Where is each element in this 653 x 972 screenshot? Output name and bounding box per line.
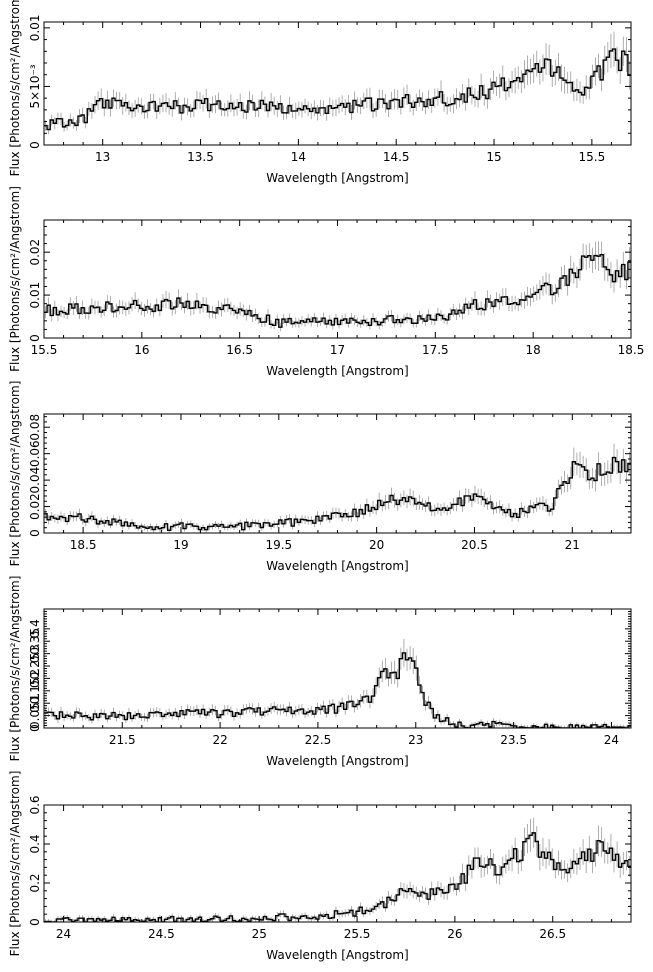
x-tick-label: 24: [56, 927, 71, 941]
spectrum-panel-5: 24 24.5 25 25.5 26 26.5 0 0.2 0.4 0.6 Wavelength […: [8, 771, 632, 962]
x-tick-label: 15.5: [579, 150, 606, 164]
y-tick-label: 0: [28, 334, 42, 342]
spectrum-data: [44, 638, 631, 728]
x-tick-label: 26: [447, 927, 462, 941]
x-tick-label: 20: [369, 538, 384, 552]
y-tick-label: 0.4: [28, 834, 42, 853]
x-tick-label: 17.5: [422, 343, 449, 357]
spectrum-panel-3: 18.5 19 19.5 20 20.5 21 0 0.020.040.060.08 Wavel…: [8, 381, 632, 573]
x-tick-label: 25: [252, 927, 267, 941]
y-tick-label: 0.1: [28, 694, 42, 713]
x-tick-label: 21.5: [109, 733, 136, 747]
x-axis-label: Wavelength [Angstrom]: [266, 754, 408, 768]
x-tick-label: 25.5: [344, 927, 371, 941]
x-axis-label: Wavelength [Angstrom]: [266, 171, 408, 185]
y-tick-label: 0: [28, 529, 42, 537]
y-tick-label: 5×10⁻³: [28, 64, 42, 108]
spectrum-data: [44, 241, 631, 332]
x-tick-label: 24.5: [148, 927, 175, 941]
x-tick-label: 19: [173, 538, 188, 552]
spectrum-line: [44, 456, 631, 531]
x-tick-label: 18.5: [70, 538, 97, 552]
x-tick-label: 20.5: [461, 538, 488, 552]
y-tick-label: 0.2: [28, 873, 42, 892]
y-tick-label: 0.6: [28, 795, 42, 814]
y-axis-label: Flux [Photons/s/cm²/Angstrom]: [8, 576, 22, 762]
x-tick-label: 13: [95, 150, 110, 164]
y-tick-label: 0.04: [28, 467, 42, 494]
y-axis-label: Flux [Photons/s/cm²/Angstrom]: [8, 186, 22, 372]
y-tick-label: 0.05: [28, 702, 42, 729]
y-tick-label: 0.4: [28, 619, 42, 638]
spectrum-data: [44, 817, 631, 922]
spectrum-panel-2: 15.5 16 16.5 17 17.5 18 18.5 0 0.01 0.02 Wavelengt…: [8, 186, 644, 378]
x-tick-label: 19.5: [265, 538, 292, 552]
x-axis-label: Wavelength [Angstrom]: [266, 364, 408, 378]
y-axis-label: Flux [Photons/s/cm²/Angstrom]: [8, 381, 22, 567]
x-tick-label: 18.5: [618, 343, 645, 357]
x-tick-label: 15: [486, 150, 501, 164]
x-tick-label: 23.5: [500, 733, 527, 747]
x-tick-label: 15.5: [31, 343, 58, 357]
x-tick-label: 16: [134, 343, 149, 357]
spectrum-line: [44, 652, 631, 728]
y-tick-label: 0.02: [28, 239, 42, 266]
y-axis-label: Flux [Photons/s/cm²/Angstrom]: [8, 0, 22, 176]
x-axis-label: Wavelength [Angstrom]: [266, 948, 408, 962]
y-tick-label: 0: [28, 141, 42, 149]
y-tick-label: 0: [28, 918, 42, 926]
x-tick-label: 14.5: [383, 150, 410, 164]
y-tick-label: 0.15: [28, 677, 42, 704]
spectrum-data: [44, 443, 631, 533]
x-tick-label: 26.5: [539, 927, 566, 941]
y-tick-label: 0.01: [28, 282, 42, 309]
spectrum-line: [44, 254, 631, 328]
x-tick-label: 21: [565, 538, 580, 552]
spectrum-panel-1: 13 13.5 14 14.5 15 15.5 0 5×10⁻³ 0.01 Wavelength …: [8, 0, 632, 185]
x-tick-label: 14: [291, 150, 306, 164]
y-tick-label: 0.08: [28, 414, 42, 441]
x-tick-label: 22.5: [305, 733, 332, 747]
x-tick-label: 22: [212, 733, 227, 747]
y-tick-label: 0.2: [28, 669, 42, 688]
x-tick-label: 23: [408, 733, 423, 747]
y-tick-label: 0.3: [28, 644, 42, 663]
spectrum-panel-4: 21.5 22 22.5 23 23.5 24 00.050.10.150.20.250.3…: [8, 576, 632, 768]
plot-frame: [43, 21, 632, 146]
x-tick-label: 17: [330, 343, 345, 357]
y-tick-label: 0.35: [28, 628, 42, 655]
y-tick-label: 0.25: [28, 653, 42, 680]
y-tick-label: 0.02: [28, 493, 42, 520]
spectrum-line: [44, 48, 631, 131]
x-tick-label: 24: [604, 733, 619, 747]
y-tick-label: 0.06: [28, 440, 42, 467]
y-axis-label: Flux [Photons/s/cm²/Angstrom]: [8, 771, 22, 957]
x-axis-label: Wavelength [Angstrom]: [266, 559, 408, 573]
y-tick-label: 0: [28, 724, 42, 732]
x-tick-label: 13.5: [187, 150, 214, 164]
plot-frame: [43, 413, 632, 534]
spectrum-data: [44, 31, 631, 135]
x-tick-label: 16.5: [226, 343, 253, 357]
x-tick-label: 18: [526, 343, 541, 357]
y-tick-label: 0.01: [28, 15, 42, 42]
